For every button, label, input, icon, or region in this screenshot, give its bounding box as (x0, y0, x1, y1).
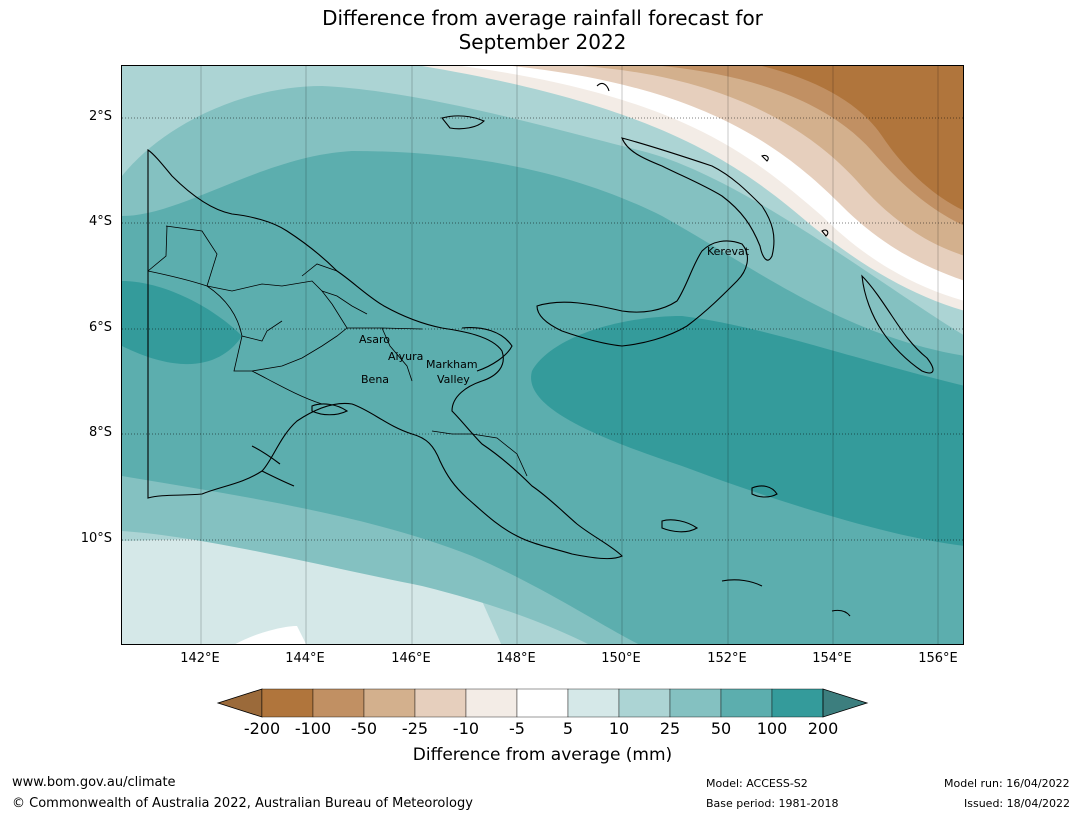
colorbar-segment (720, 688, 773, 718)
colorbar-segment (618, 688, 671, 718)
lat-label-2s: 2°S (88, 109, 112, 124)
lat-label-6s: 6°S (88, 320, 112, 335)
place-label-markham: Markham (426, 358, 478, 371)
lat-label-10s: 10°S (80, 531, 112, 546)
footer-model-run: Model run: 16/04/2022 (944, 777, 1070, 790)
coastlines (147, 82, 934, 617)
colorbar-segment (363, 688, 416, 718)
colorbar-title: Difference from average (mm) (412, 745, 673, 765)
colorbar-tick-label: -10 (452, 719, 480, 738)
colorbar-tick-label: 5 (562, 719, 574, 738)
colorbar-tick-label: 100 (756, 719, 788, 738)
colorbar-extend-low (216, 688, 263, 718)
lon-label-152e: 152°E (707, 651, 747, 666)
place-label-aiyura: Aiyura (388, 350, 424, 363)
place-label-asaro: Asaro (359, 333, 391, 346)
colorbar-segment (465, 688, 518, 718)
colorbar-tick-label: -50 (350, 719, 378, 738)
province-boundaries (147, 225, 528, 477)
colorbar-tick-label: 200 (807, 719, 839, 738)
lon-label-146e: 146°E (391, 651, 431, 666)
colorbar-extend-high (822, 688, 869, 718)
map-band-100-200 (531, 316, 963, 546)
footer-model: Model: ACCESS-S2 (706, 777, 808, 790)
colorbar-segment (567, 688, 620, 718)
rainfall-map: Kerevat Asaro Aiyura Bena Markham Valley (121, 65, 964, 645)
colorbar-tick-label: -100 (294, 719, 332, 738)
colorbar-tick-label: 10 (608, 719, 630, 738)
map-band-minus200-minus100 (762, 66, 963, 211)
lon-label-154e: 154°E (812, 651, 852, 666)
colorbar-segment (414, 688, 467, 718)
lon-gridlines (200, 66, 939, 644)
colorbar-segment (771, 688, 824, 718)
lon-label-150e: 150°E (601, 651, 641, 666)
title-line-2: September 2022 (458, 30, 627, 54)
colorbar-tick-label: -5 (509, 719, 525, 738)
colorbar-tick-label: -200 (243, 719, 281, 738)
map-canvas (122, 66, 963, 644)
colorbar-segment (261, 688, 314, 718)
colorbar-segment (669, 688, 722, 718)
lon-label-144e: 144°E (285, 651, 325, 666)
colorbar (216, 688, 869, 718)
lat-gridlines (122, 117, 963, 541)
footer-copyright: © Commonwealth of Australia 2022, Austra… (12, 796, 473, 811)
title-line-1: Difference from average rainfall forecas… (322, 6, 763, 30)
place-label-valley: Valley (437, 373, 470, 386)
colorbar-tick-label: -25 (401, 719, 429, 738)
footer-base-period: Base period: 1981-2018 (706, 797, 839, 810)
lon-label-148e: 148°E (496, 651, 536, 666)
colorbar-segment (312, 688, 365, 718)
colorbar-tick-label: 50 (710, 719, 732, 738)
colorbar-tick-label: 25 (659, 719, 681, 738)
lat-label-8s: 8°S (88, 425, 112, 440)
lat-label-4s: 4°S (88, 214, 112, 229)
lon-label-156e: 156°E (918, 651, 958, 666)
place-label-bena: Bena (361, 373, 390, 386)
colorbar-segment (516, 688, 569, 718)
footer-issued: Issued: 18/04/2022 (964, 797, 1071, 810)
place-label-kerevat: Kerevat (707, 245, 750, 258)
footer-url[interactable]: www.bom.gov.au/climate (12, 775, 176, 790)
lon-label-142e: 142°E (180, 651, 220, 666)
map-title: Difference from average rainfall forecas… (0, 6, 1085, 54)
